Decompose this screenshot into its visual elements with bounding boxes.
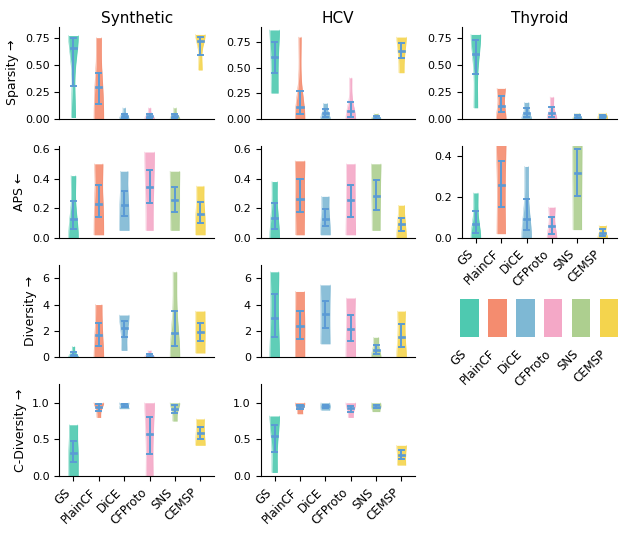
Bar [572, 299, 590, 337]
Text: CFProto: CFProto [512, 348, 553, 389]
Bar [488, 299, 506, 337]
Text: PlainCF: PlainCF [458, 348, 498, 387]
Bar [516, 299, 535, 337]
Y-axis label: Diversity →: Diversity → [24, 276, 37, 346]
Y-axis label: Sparsity →: Sparsity → [6, 40, 19, 105]
Text: CEMSP: CEMSP [572, 348, 609, 385]
Text: GS: GS [449, 348, 470, 369]
Text: SNS: SNS [555, 348, 581, 373]
Title: Thyroid: Thyroid [511, 11, 568, 26]
Bar [544, 299, 562, 337]
Title: Synthetic: Synthetic [101, 11, 173, 26]
Y-axis label: C-Diversity →: C-Diversity → [14, 388, 26, 472]
Y-axis label: APS ←: APS ← [13, 173, 26, 211]
Text: DiCE: DiCE [496, 348, 525, 377]
Bar [460, 299, 479, 337]
Title: HCV: HCV [322, 11, 354, 26]
Bar [600, 299, 618, 337]
